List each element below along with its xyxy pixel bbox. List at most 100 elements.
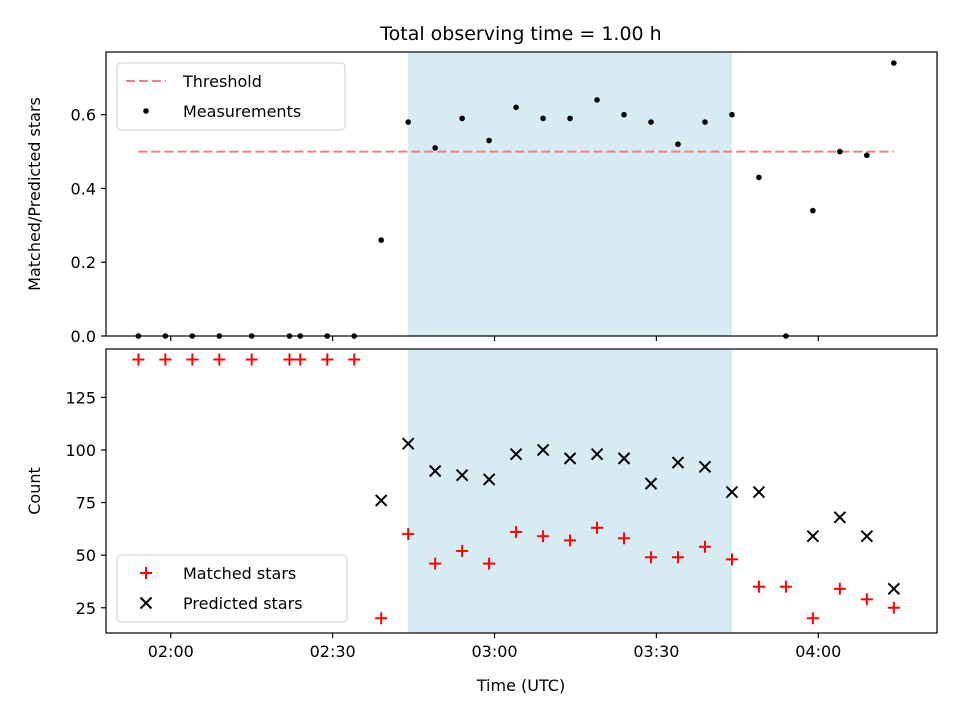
y-axis-label: Count <box>25 467 44 515</box>
data-point <box>752 485 766 499</box>
y-tick-label: 0.0 <box>71 327 96 346</box>
data-point <box>806 530 820 543</box>
y-tick-label: 125 <box>65 388 96 407</box>
data-point <box>887 601 900 614</box>
legend-entry: Matched stars <box>140 564 296 583</box>
y-tick-label: 0.2 <box>71 253 96 272</box>
data-point <box>644 477 658 490</box>
data-point <box>591 521 604 534</box>
legend-box <box>116 62 346 131</box>
x-tick-label: 03:30 <box>633 642 679 661</box>
data-point <box>833 511 847 524</box>
highlight-span <box>408 349 732 633</box>
data-point <box>833 582 846 595</box>
legend-label: Measurements <box>183 102 301 121</box>
data-point <box>698 460 712 474</box>
legend-label: Matched stars <box>183 564 296 583</box>
data-point <box>378 237 385 243</box>
legend-swatch <box>140 567 152 579</box>
legend-label: Threshold <box>182 72 262 91</box>
data-point <box>617 452 631 465</box>
data-point <box>132 353 145 366</box>
data-point <box>779 580 792 593</box>
data-point <box>671 456 685 469</box>
data-point <box>671 551 684 564</box>
data-point <box>564 534 577 547</box>
data-point <box>837 148 843 155</box>
data-point <box>159 353 172 366</box>
data-point <box>752 580 765 593</box>
x-tick-label: 02:30 <box>310 642 356 661</box>
top-panel-matched-ratio: 0.0 0.2 0.4 0.6 Matched/Predicted stars Thres… <box>25 51 938 346</box>
data-point <box>348 353 361 366</box>
legend: Threshold Measurements <box>116 62 346 131</box>
data-point <box>294 353 307 366</box>
data-point <box>428 464 442 478</box>
legend-entry: Measurements <box>143 102 301 121</box>
data-point <box>590 447 604 461</box>
data-point <box>186 353 199 366</box>
legend-swatch <box>143 108 149 114</box>
data-point <box>540 115 546 122</box>
data-point <box>510 526 523 539</box>
data-point <box>860 593 873 606</box>
data-point <box>429 557 442 570</box>
data-point <box>891 60 897 66</box>
legend-box <box>116 554 348 623</box>
data-point <box>645 551 658 564</box>
data-point <box>864 152 870 159</box>
series-matched-stars <box>132 353 900 625</box>
data-point <box>806 612 819 625</box>
data-point <box>401 437 415 450</box>
data-point <box>513 104 519 111</box>
y-tick-label: 50 <box>76 546 96 565</box>
data-point <box>374 494 388 507</box>
data-point <box>455 469 469 482</box>
data-point <box>213 353 226 366</box>
data-point <box>432 145 438 151</box>
data-point <box>594 97 600 103</box>
data-point <box>567 115 573 122</box>
legend-entry: Threshold <box>126 72 262 91</box>
data-point <box>618 532 631 545</box>
data-point <box>283 353 296 366</box>
highlight-span <box>408 52 732 336</box>
data-point <box>810 207 816 214</box>
data-point <box>509 447 523 461</box>
data-point <box>456 544 469 557</box>
data-point <box>648 119 654 125</box>
data-point <box>621 111 627 118</box>
data-point <box>245 353 258 366</box>
data-point <box>675 141 681 148</box>
data-point <box>725 485 739 499</box>
data-point <box>860 530 874 543</box>
data-point <box>459 115 465 122</box>
legend-swatch <box>139 596 153 610</box>
data-point <box>725 553 738 566</box>
y-tick-label: 0.4 <box>71 179 96 198</box>
data-point <box>756 174 762 181</box>
data-point <box>402 528 415 541</box>
data-point <box>887 582 901 596</box>
y-tick-label: 0.6 <box>71 106 96 125</box>
data-point <box>321 353 334 366</box>
chart-title: Total observing time = 1.00 h <box>379 23 661 45</box>
data-point <box>483 557 496 570</box>
data-point <box>537 530 550 543</box>
data-point <box>486 137 492 144</box>
data-point <box>702 119 708 125</box>
data-point <box>482 473 496 486</box>
series-predicted-stars <box>374 437 901 596</box>
y-tick-label: 100 <box>65 441 96 460</box>
x-axis-label: Time (UTC) <box>476 676 565 695</box>
data-point <box>563 452 577 465</box>
y-axis-label: Matched/Predicted stars <box>25 97 44 291</box>
legend-entry: Predicted stars <box>139 594 303 613</box>
x-tick-label: 03:00 <box>471 642 517 661</box>
data-point <box>405 119 411 125</box>
x-tick-label: 04:00 <box>795 642 841 661</box>
y-tick-label: 75 <box>76 494 96 513</box>
data-point <box>536 443 550 457</box>
plot-frame <box>105 51 938 337</box>
